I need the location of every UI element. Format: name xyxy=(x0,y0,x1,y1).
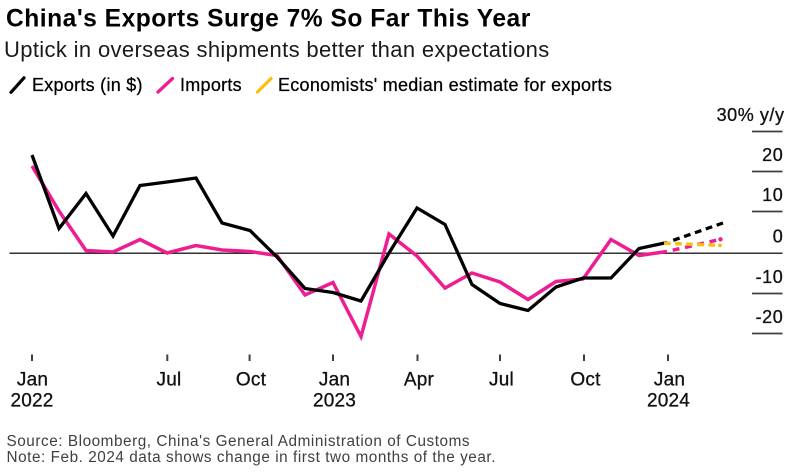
svg-text:Economists' median estimate fo: Economists' median estimate for exports xyxy=(278,75,612,95)
svg-text:Jul: Jul xyxy=(489,370,514,391)
svg-text:Jan: Jan xyxy=(17,370,48,391)
svg-text:Jan: Jan xyxy=(319,370,350,391)
svg-text:China's Exports Surge 7% So Fa: China's Exports Surge 7% So Far This Yea… xyxy=(6,5,531,32)
svg-text:Jan: Jan xyxy=(654,370,685,391)
svg-text:Uptick in overseas shipments b: Uptick in overseas shipments better than… xyxy=(4,37,550,62)
svg-text:Apr: Apr xyxy=(404,370,435,391)
svg-text:Oct: Oct xyxy=(570,370,601,391)
svg-text:20: 20 xyxy=(762,145,783,165)
svg-text:-10: -10 xyxy=(756,267,784,287)
svg-text:Exports (in $): Exports (in $) xyxy=(32,75,143,95)
svg-text:0: 0 xyxy=(773,227,784,247)
svg-text:2022: 2022 xyxy=(10,390,53,411)
svg-text:30% y/y: 30% y/y xyxy=(717,105,785,125)
svg-text:Jul: Jul xyxy=(157,370,182,391)
svg-text:Source: Bloomberg, China's Gen: Source: Bloomberg, China's General Admin… xyxy=(7,433,471,450)
svg-text:-20: -20 xyxy=(756,307,784,327)
svg-text:Oct: Oct xyxy=(236,370,267,391)
svg-text:Note: Feb. 2024 data shows cha: Note: Feb. 2024 data shows change in fir… xyxy=(7,449,497,466)
svg-text:2023: 2023 xyxy=(313,390,356,411)
svg-text:2024: 2024 xyxy=(647,390,690,411)
svg-text:Imports: Imports xyxy=(180,75,242,95)
svg-text:10: 10 xyxy=(762,185,783,205)
